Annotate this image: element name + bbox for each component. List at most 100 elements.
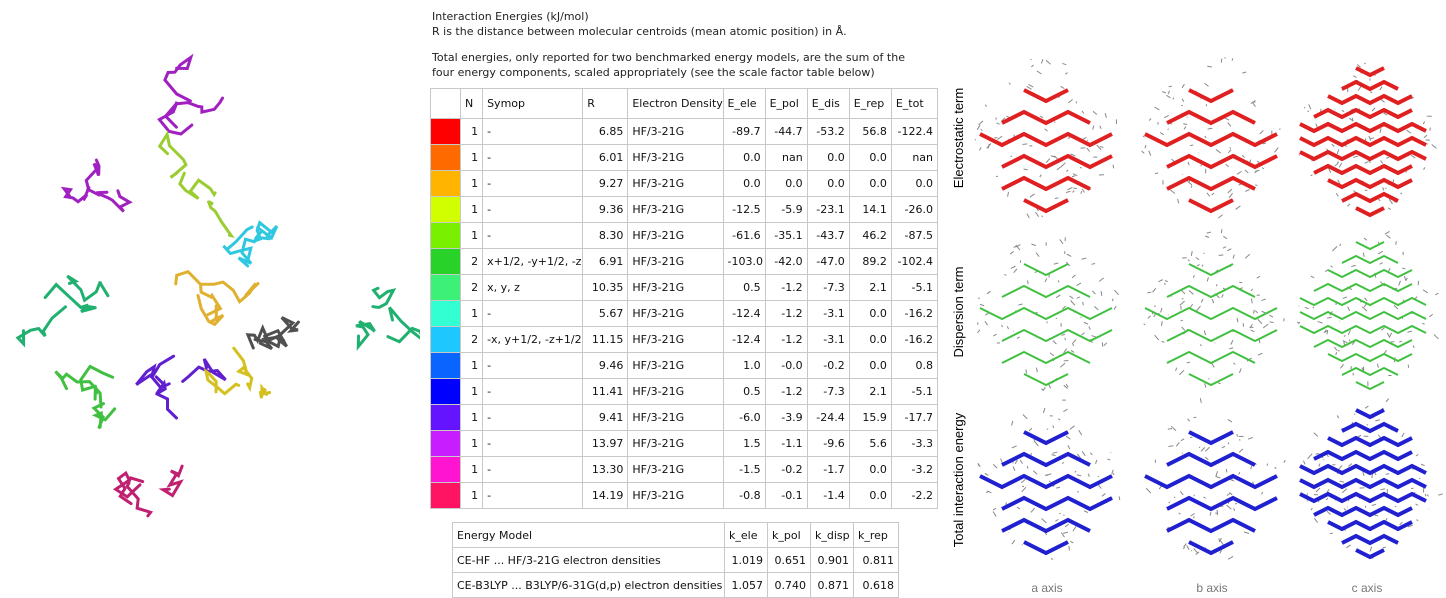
atom-bond xyxy=(1105,113,1106,118)
atom-bond xyxy=(1188,419,1190,421)
table-cell: 14.1 xyxy=(849,197,891,223)
atom-bond xyxy=(1146,488,1151,493)
column-header: Symop xyxy=(483,89,583,119)
table-row: 1-6.01HF/3-21G0.0nan0.00.0nan xyxy=(431,145,938,171)
atom-bond xyxy=(1145,145,1146,148)
atom-bond xyxy=(1251,289,1253,291)
table-cell: -42.0 xyxy=(765,249,807,275)
atom-bond xyxy=(1027,214,1029,218)
table-cell: - xyxy=(483,379,583,405)
table-cell: 1 xyxy=(461,223,483,249)
atom-bond xyxy=(1056,318,1057,319)
column-header: E_pol xyxy=(765,89,807,119)
table-cell: nan xyxy=(765,145,807,171)
atom-bond xyxy=(1388,208,1391,210)
atom-bond xyxy=(1326,498,1328,500)
atom-bond xyxy=(985,473,989,475)
atom-bond xyxy=(1093,126,1094,130)
atom-bond xyxy=(1386,518,1387,521)
table-cell: 6.01 xyxy=(583,145,628,171)
framework-edge xyxy=(1328,354,1412,361)
atom-bond xyxy=(1012,421,1013,426)
atom-bond xyxy=(1222,294,1223,297)
table-cell: -102.4 xyxy=(891,249,937,275)
atom-bond xyxy=(1060,363,1065,367)
row-label: Electrostatic term xyxy=(951,88,966,188)
framework-edge xyxy=(1167,520,1255,531)
atom-bond xyxy=(1072,275,1075,278)
atom-bond xyxy=(1223,236,1227,239)
atom-bond xyxy=(1067,187,1072,189)
atom-bond xyxy=(1372,474,1373,478)
header-row: Energy Modelk_elek_polk_dispk_rep xyxy=(453,523,899,548)
atom-bond xyxy=(1239,472,1240,474)
framework-edge xyxy=(1300,312,1426,319)
page: {"header": {"title": "Interaction Energi… xyxy=(0,0,1446,598)
framework-edge xyxy=(1342,82,1398,89)
color-swatch xyxy=(431,223,461,249)
atom-bond xyxy=(1100,147,1103,148)
table-cell: 1 xyxy=(461,171,483,197)
atom-bond xyxy=(1062,463,1064,464)
energy-table: NSymopRElectron DensityE_eleE_polE_disE_… xyxy=(430,88,938,509)
framework-edge xyxy=(1189,264,1233,275)
atom-bond xyxy=(1020,460,1022,464)
table-cell: - xyxy=(483,145,583,171)
atom-bond xyxy=(1073,526,1076,531)
atom-bond xyxy=(1072,343,1073,346)
atom-bond xyxy=(1385,231,1390,234)
table-cell: -6.0 xyxy=(723,405,765,431)
atom-bond xyxy=(1193,275,1194,278)
bond xyxy=(202,282,258,302)
table-cell: 9.46 xyxy=(583,353,628,379)
atom-bond xyxy=(1182,84,1184,88)
atom-bond xyxy=(1053,341,1057,344)
atom-bond xyxy=(1037,368,1038,372)
table-cell: 9.27 xyxy=(583,171,628,197)
atom-bond xyxy=(1226,164,1229,167)
atom-bond xyxy=(1084,322,1088,324)
table-cell: 0.5 xyxy=(723,379,765,405)
framework-edge xyxy=(1002,178,1090,189)
atom-bond xyxy=(1388,268,1390,271)
atom-bond xyxy=(1342,489,1347,493)
table-cell: x, y, z xyxy=(483,275,583,301)
framework-edge xyxy=(1002,498,1112,509)
atom-bond xyxy=(1142,151,1145,153)
framework-edge xyxy=(1328,522,1412,529)
atom-bond xyxy=(1233,255,1234,259)
atom-bond xyxy=(1077,491,1079,492)
atom-bond xyxy=(1089,326,1091,329)
framework-panel xyxy=(1297,231,1438,389)
atom-bond xyxy=(1164,115,1169,117)
atom-bond xyxy=(1425,494,1426,496)
atom-bond xyxy=(1200,345,1201,346)
atom-bond xyxy=(1190,145,1193,146)
atom-bond xyxy=(1055,519,1058,521)
table-cell: -12.4 xyxy=(723,301,765,327)
atom-bond xyxy=(1245,170,1248,173)
atom-bond xyxy=(1234,508,1235,511)
atom-bond xyxy=(1386,235,1390,238)
atom-bond xyxy=(1194,548,1198,553)
atom-bond xyxy=(1307,111,1309,112)
atom-bond xyxy=(1344,509,1346,511)
atom-bond xyxy=(997,123,1000,124)
atom-bond xyxy=(1352,118,1353,121)
atom-bond xyxy=(1155,335,1159,340)
atom-bond xyxy=(1386,399,1389,402)
table-cell: -2.2 xyxy=(891,483,937,509)
atom-bond xyxy=(1255,185,1257,186)
framework-panel xyxy=(1144,229,1284,387)
table-cell: -1.2 xyxy=(765,327,807,353)
row-label: Dispersion term xyxy=(951,266,966,357)
column-header: k_ele xyxy=(725,523,768,548)
framework-edge xyxy=(1002,520,1090,531)
atom-bond xyxy=(1165,281,1168,282)
table-cell: -0.2 xyxy=(807,353,849,379)
atom-bond xyxy=(1071,300,1075,305)
atom-bond xyxy=(1031,244,1036,246)
page-body: Interaction Energies (kJ/mol) R is the d… xyxy=(0,0,1446,598)
atom-bond xyxy=(993,508,996,510)
color-swatch xyxy=(431,483,461,509)
